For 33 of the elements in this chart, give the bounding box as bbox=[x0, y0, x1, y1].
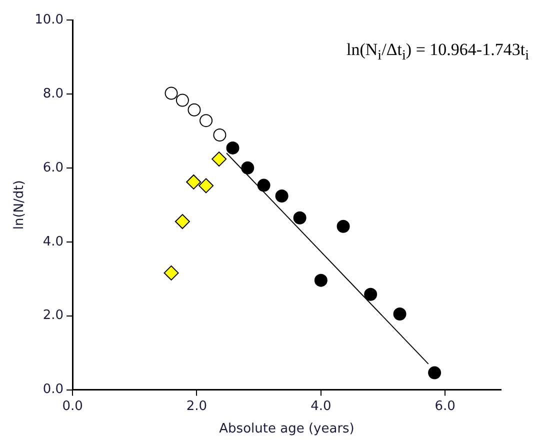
x-tick-label: 0.0 bbox=[62, 398, 83, 414]
point bbox=[241, 161, 254, 174]
point bbox=[213, 128, 226, 142]
point bbox=[164, 86, 178, 100]
point bbox=[226, 141, 240, 154]
point bbox=[393, 307, 406, 320]
point bbox=[212, 152, 227, 167]
point bbox=[186, 174, 202, 190]
point bbox=[275, 190, 288, 203]
point bbox=[257, 178, 270, 192]
point bbox=[176, 94, 189, 107]
y-tick-label: 0.0 bbox=[42, 382, 64, 398]
x-tick-label: 2.0 bbox=[186, 398, 208, 414]
x-axis-title: Absolute age (years) bbox=[219, 422, 354, 437]
y-axis-title: ln(N/dt) bbox=[12, 180, 28, 230]
point bbox=[174, 214, 190, 230]
point bbox=[364, 288, 378, 301]
point bbox=[200, 114, 213, 128]
annotation: ln(N$_{i}$/Δt$_{i}$) = 10.964-1.743t$_{i}$ bbox=[346, 40, 529, 64]
y-tick-label: 6.0 bbox=[42, 160, 64, 176]
y-tick-label: 10.0 bbox=[34, 12, 64, 28]
y-tick-label: 4.0 bbox=[42, 234, 64, 250]
point bbox=[188, 103, 201, 116]
x-tick-label: 6.0 bbox=[434, 398, 456, 414]
point bbox=[293, 211, 306, 224]
point bbox=[336, 220, 350, 233]
point bbox=[164, 265, 179, 280]
y-tick-label: 8.0 bbox=[42, 86, 64, 102]
point bbox=[314, 274, 328, 287]
y-tick-label: 2.0 bbox=[42, 308, 64, 324]
x-tick-label: 4.0 bbox=[310, 398, 332, 414]
point bbox=[428, 366, 442, 380]
point bbox=[198, 178, 214, 194]
